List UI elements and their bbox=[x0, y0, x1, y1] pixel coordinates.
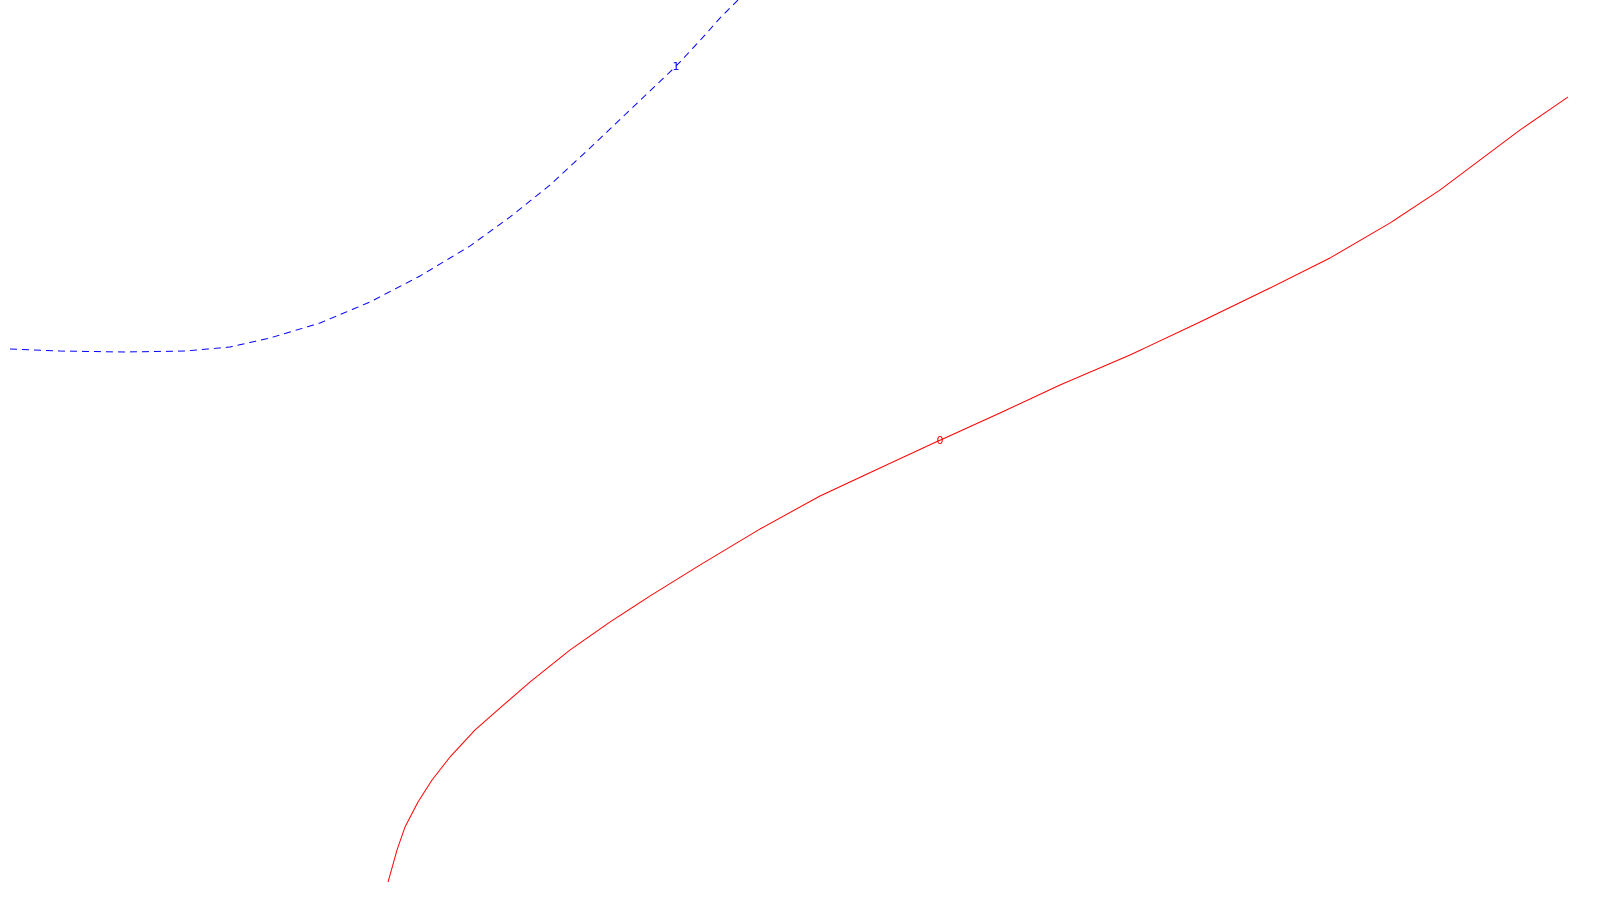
contour-line-0 bbox=[387, 96, 1569, 883]
contour-label-1: 1 bbox=[673, 60, 680, 73]
series-layer bbox=[9, 0, 1569, 883]
contour-label-0: 0 bbox=[937, 434, 944, 447]
label-layer: 0 1 bbox=[673, 60, 944, 447]
contour-line-1 bbox=[9, 0, 739, 353]
